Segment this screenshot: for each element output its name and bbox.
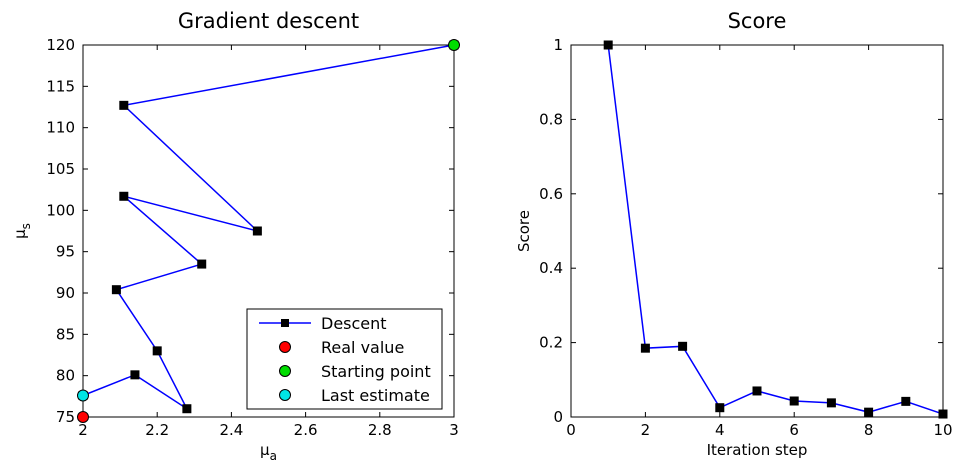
x-tick-label: 2.4 [219, 421, 243, 439]
y-tick-label: 0.2 [539, 334, 563, 352]
x-tick-label: 2 [78, 421, 88, 439]
y-tick-label: 80 [56, 367, 75, 385]
y-tick-label: 0.4 [539, 259, 563, 277]
gradient-descent-chart: 2 2.2 2.4 2.6 2.8 3 75 80 85 90 95 100 105 110 115 120 G… [11, 9, 460, 463]
axes-frame [82, 44, 455, 418]
score-chart: 0 2 4 6 8 10 0 0.2 0.4 0.6 0.8 1 Score Iteration step… [515, 9, 953, 459]
data-point [901, 396, 911, 406]
y-axis-label-sub: s [19, 223, 33, 229]
data-point [182, 404, 192, 414]
x-tick-label: 2.2 [145, 421, 169, 439]
x-axis-label-main: Iteration step [707, 441, 808, 459]
legend-square-marker [281, 319, 289, 327]
legend-circle-marker [279, 341, 291, 353]
legend-box [246, 308, 443, 410]
axes-frame [570, 44, 944, 418]
legend-circle-marker [279, 389, 291, 401]
data-point [678, 341, 688, 351]
data-point [111, 285, 121, 295]
chart-title: Gradient descent [178, 9, 359, 33]
y-axis-label-main: μ [11, 229, 29, 239]
y-tick-label: 110 [46, 119, 75, 137]
chart-title: Score [728, 9, 787, 33]
series-line-0 [607, 44, 944, 415]
y-tick-label: 105 [46, 160, 75, 178]
data-point [252, 226, 262, 236]
y-tick-label: 115 [46, 77, 75, 95]
data-point [864, 407, 874, 417]
data-point [640, 343, 650, 353]
marker-starting-point [448, 39, 460, 51]
y-axis-label-main: Score [515, 210, 533, 252]
data-point [789, 396, 799, 406]
y-tick-label: 95 [56, 243, 75, 261]
y-axis-label: Score [515, 210, 533, 252]
y-axis-label: μs [11, 223, 33, 239]
x-tick-label: 8 [864, 421, 874, 439]
y-tick-label: 0 [553, 408, 563, 426]
data-point [603, 40, 613, 50]
x-tick-label: 0 [566, 421, 576, 439]
data-point [826, 398, 836, 408]
data-point [152, 346, 162, 356]
x-axis-label: Iteration step [707, 441, 808, 459]
y-tick-label: 0.6 [539, 185, 563, 203]
x-axis-label-main: μ [260, 441, 270, 459]
x-tick-label: 3 [449, 421, 459, 439]
data-point [197, 259, 207, 269]
marker-last-estimate [77, 389, 89, 402]
series-line-0 [82, 44, 455, 411]
data-point [752, 386, 762, 396]
data-point [715, 403, 725, 413]
x-tick-label: 10 [933, 421, 952, 439]
data-point [119, 191, 129, 201]
legend-entry: Starting point [321, 362, 431, 381]
y-tick-label: 1 [553, 36, 563, 54]
y-tick-label: 120 [46, 36, 75, 54]
y-tick-label: 100 [46, 201, 75, 219]
y-tick-label: 75 [56, 408, 75, 426]
marker-real-value [77, 411, 89, 423]
x-tick-label: 2.8 [368, 421, 392, 439]
x-tick-label: 2 [641, 421, 651, 439]
x-tick-label: 4 [715, 421, 725, 439]
legend-circle-marker [279, 365, 291, 377]
y-tick-label: 85 [56, 325, 75, 343]
x-tick-label: 6 [789, 421, 799, 439]
legend-entry: Last estimate [321, 386, 430, 405]
y-tick-label: 90 [56, 284, 75, 302]
y-tick-label: 0.8 [539, 110, 563, 128]
data-point [130, 370, 140, 380]
legend-entry: Real value [321, 338, 404, 357]
data-point [938, 409, 948, 419]
x-axis-label: μa [260, 441, 277, 463]
data-point [119, 100, 129, 110]
x-tick-label: 2.6 [294, 421, 318, 439]
x-axis-label-sub: a [270, 449, 277, 463]
legend-entry: Descent [321, 314, 387, 333]
